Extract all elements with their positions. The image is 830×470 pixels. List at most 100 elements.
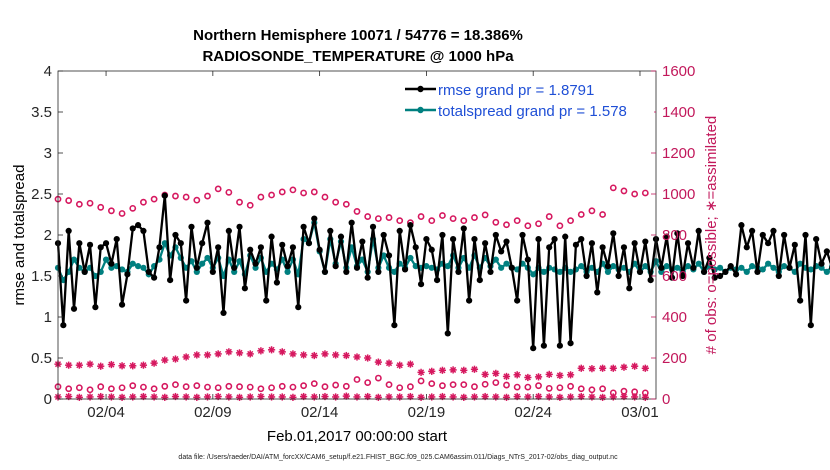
- chart-title-line1: Northern Hemisphere 10071 / 54776 = 18.3…: [193, 27, 523, 44]
- obs-assimilated-marker: [417, 368, 425, 376]
- obs-assimilated-marker: [150, 393, 158, 401]
- y-right-tick-label: 600: [662, 268, 687, 285]
- obs-possible-marker: [353, 208, 361, 215]
- spread-point: [684, 263, 692, 270]
- rmse-point: [594, 289, 601, 296]
- obs-assimilated-marker: [599, 393, 607, 401]
- x-tick-label: 02/19: [408, 404, 446, 421]
- rmse-point: [375, 268, 382, 275]
- obs-assimilated-marker: [631, 362, 639, 370]
- obs-assimilated-marker: [65, 361, 73, 369]
- obs-possible-marker: [492, 218, 500, 226]
- obs-possible-marker: [289, 186, 297, 194]
- obs-possible-marker: [129, 204, 137, 212]
- obs-assimilated-marker: [150, 359, 158, 367]
- rmse-point: [519, 231, 526, 239]
- rmse-point: [626, 285, 633, 292]
- rmse-point: [279, 241, 286, 248]
- obs-assimilated-marker: [374, 393, 382, 401]
- rmse-point: [482, 240, 489, 247]
- rmse-point: [252, 260, 259, 267]
- spread-point: [770, 264, 777, 271]
- rmse-point: [348, 219, 355, 226]
- spread-point: [765, 260, 772, 267]
- rmse-point: [706, 254, 713, 262]
- obs-assimilated-marker: [353, 353, 361, 361]
- obs-assimilated-marker: [396, 393, 404, 401]
- rmse-point: [108, 260, 115, 267]
- rmse-point: [268, 233, 275, 240]
- rmse-point: [781, 231, 788, 239]
- rmse-point: [647, 277, 654, 284]
- rmse-point: [540, 342, 547, 349]
- rmse-point: [81, 268, 88, 275]
- rmse-point: [524, 256, 531, 263]
- legend-box: [400, 76, 654, 121]
- rmse-point: [209, 268, 216, 275]
- obs-possible-marker: [246, 201, 254, 209]
- obs-assimilated-marker: [300, 351, 308, 359]
- obs-possible-marker: [172, 381, 179, 389]
- y-left-tick-label: 3.5: [31, 104, 52, 121]
- obs-possible-marker: [97, 203, 105, 211]
- obs-possible-marker: [150, 385, 158, 393]
- obs-assimilated-marker: [310, 351, 318, 360]
- obs-possible-marker: [172, 192, 179, 200]
- rmse-point: [679, 272, 686, 280]
- spread-point: [118, 266, 126, 273]
- rmse-point: [183, 297, 190, 304]
- obs-possible-marker: [321, 193, 329, 201]
- rmse-point: [572, 241, 580, 248]
- rmse-point: [263, 297, 270, 304]
- obs-assimilated-marker: [492, 369, 500, 377]
- obs-possible-marker: [428, 380, 436, 388]
- spread-point: [781, 263, 788, 270]
- obs-assimilated-marker: [588, 393, 596, 401]
- obs-assimilated-marker: [406, 360, 414, 368]
- spread-point: [567, 268, 574, 275]
- obs-assimilated-marker: [171, 355, 180, 363]
- x-tick-label: 02/04: [87, 404, 125, 421]
- rmse-point: [151, 274, 158, 281]
- obs-assimilated-marker: [481, 370, 489, 378]
- obs-possible-marker: [65, 197, 73, 204]
- rmse-point: [65, 227, 72, 234]
- rmse-point: [722, 268, 729, 275]
- rmse-point: [401, 266, 409, 273]
- obs-possible-marker: [460, 381, 468, 389]
- rmse-point: [802, 231, 809, 239]
- obs-possible-marker: [182, 193, 190, 201]
- rmse-point: [295, 304, 302, 311]
- obs-possible-marker: [278, 382, 286, 390]
- obs-possible-marker: [310, 380, 318, 388]
- obs-possible-marker: [503, 221, 510, 229]
- obs-possible-marker: [471, 383, 478, 391]
- rmse-point: [823, 248, 830, 255]
- rmse-point: [668, 274, 676, 281]
- obs-assimilated-marker: [278, 393, 286, 401]
- obs-assimilated-marker: [609, 364, 617, 372]
- obs-possible-marker: [641, 189, 649, 197]
- obs-assimilated-marker: [502, 372, 511, 381]
- rmse-point: [615, 272, 622, 280]
- rmse-point: [786, 264, 793, 271]
- obs-assimilated-marker: [641, 364, 649, 372]
- obs-possible-marker: [599, 211, 607, 218]
- obs-possible-marker: [588, 207, 596, 215]
- obs-assimilated-marker: [524, 393, 532, 401]
- obs-possible-marker: [406, 383, 414, 391]
- rmse-point: [732, 271, 740, 278]
- spread-point: [391, 268, 398, 275]
- rmse-point: [225, 227, 232, 234]
- rmse-point: [172, 231, 179, 239]
- spread-point: [380, 252, 387, 259]
- obs-assimilated-marker: [385, 359, 393, 367]
- x-tick-label: 03/01: [621, 404, 659, 421]
- obs-assimilated-marker: [396, 361, 404, 369]
- obs-assimilated-marker: [289, 350, 297, 358]
- obs-possible-marker: [588, 386, 596, 394]
- obs-assimilated-marker: [182, 393, 190, 401]
- rmse-point: [439, 231, 446, 239]
- rmse-point: [396, 227, 403, 234]
